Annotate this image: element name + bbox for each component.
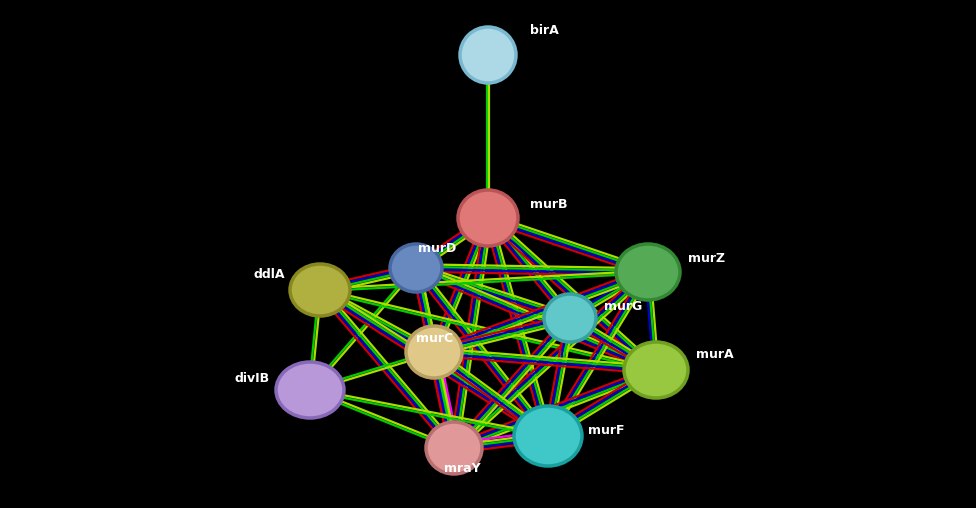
Ellipse shape [406,326,462,378]
Ellipse shape [514,406,582,466]
Text: murC: murC [416,332,453,344]
Ellipse shape [544,294,596,342]
Text: murG: murG [604,300,642,312]
Text: murB: murB [530,199,567,211]
Text: mraY: mraY [444,461,480,474]
Ellipse shape [458,190,518,246]
Text: murD: murD [418,241,456,255]
Text: birA: birA [530,23,558,37]
Text: divIB: divIB [235,371,270,385]
Text: murA: murA [696,348,734,362]
Ellipse shape [624,342,688,398]
Text: murZ: murZ [688,251,725,265]
Ellipse shape [276,362,344,418]
Text: ddlA: ddlA [254,269,285,281]
Text: murF: murF [588,424,625,436]
Ellipse shape [290,264,350,316]
Ellipse shape [426,422,482,474]
Ellipse shape [616,244,680,300]
Ellipse shape [390,244,442,292]
Ellipse shape [460,27,516,83]
